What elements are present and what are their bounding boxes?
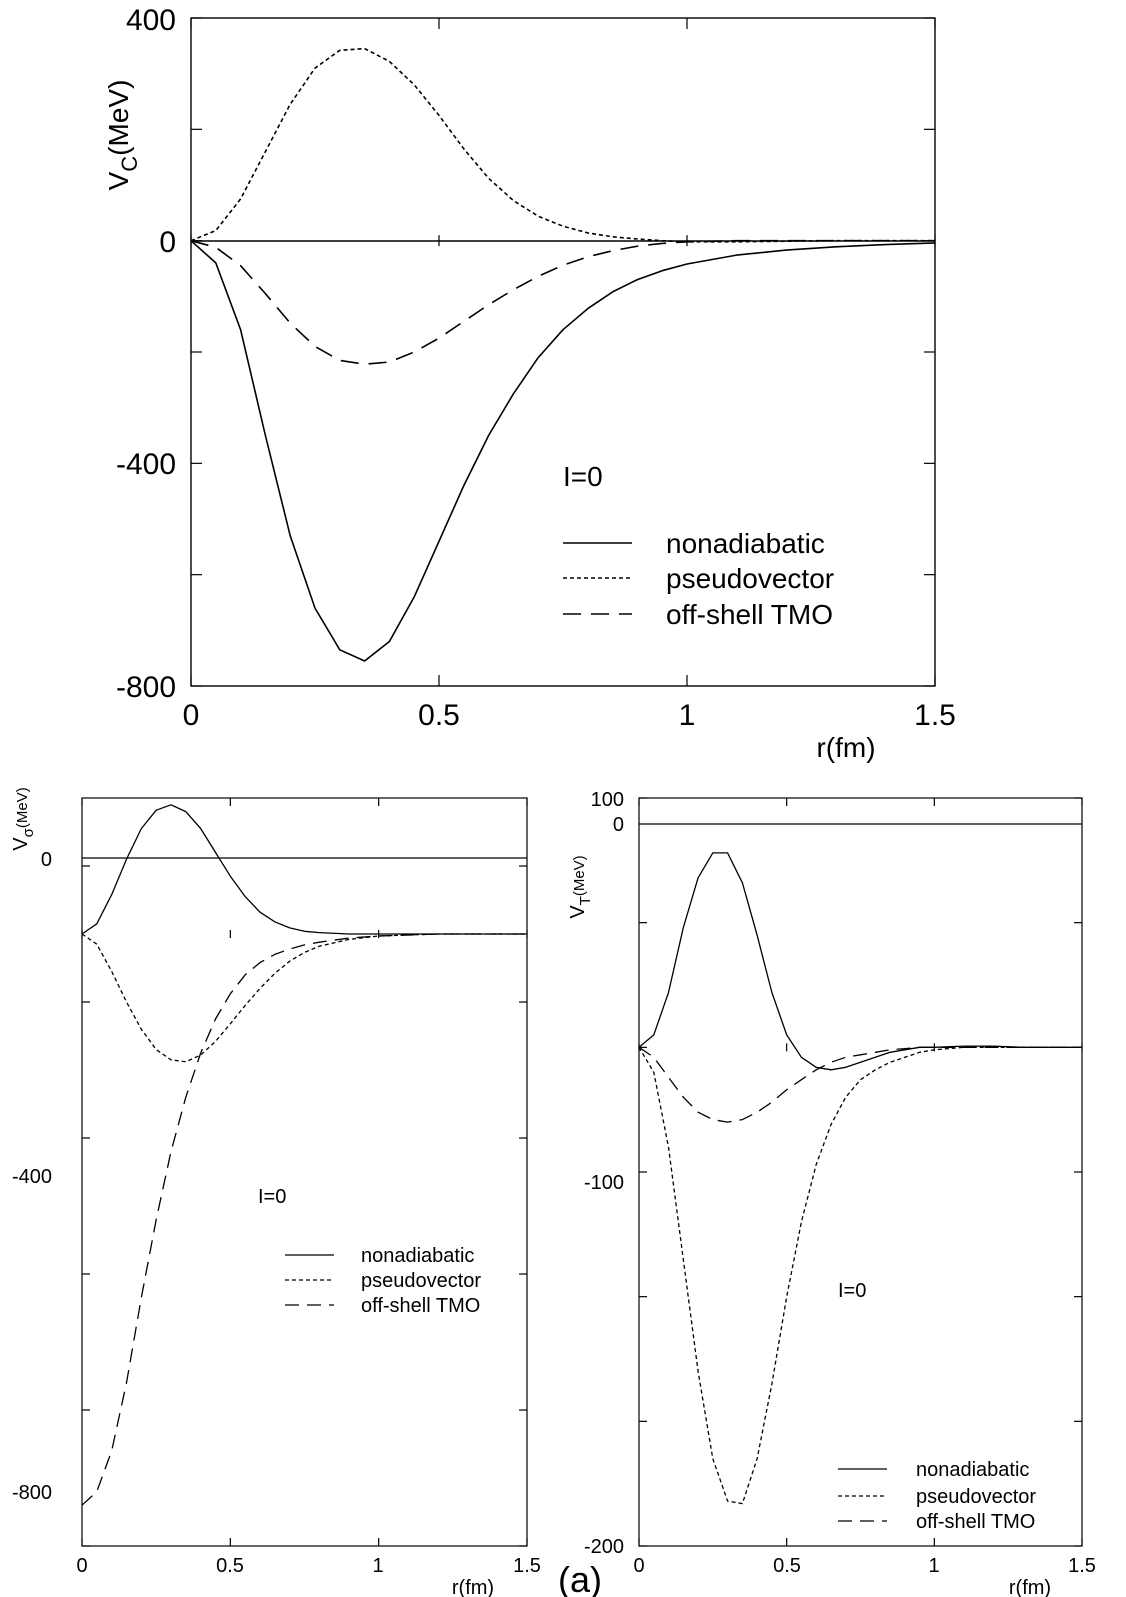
bl-plot-frame xyxy=(81,797,528,1547)
br-ytick-label: 100 xyxy=(591,789,624,811)
br-xtick-label: 1 xyxy=(928,1555,939,1577)
bl-y-axis-label-sub: σ xyxy=(20,827,37,837)
bl-legend: nonadiabatic pseudovector off-shell TMO xyxy=(285,1245,481,1317)
top-legend-label: pseudovector xyxy=(666,563,834,594)
br-ytick-label: -200 xyxy=(584,1536,624,1558)
top-annotation: I=0 xyxy=(563,461,603,492)
top-ytick-label: -800 xyxy=(116,671,176,704)
top-xtick-label: 0 xyxy=(183,699,200,732)
top-y-axis-label-unit: (MeV) xyxy=(103,80,134,156)
top-legend-label: off-shell TMO xyxy=(666,599,833,630)
bl-ytick-label: -400 xyxy=(12,1166,52,1188)
br-series-pseudovector xyxy=(638,1046,1082,1505)
bl-ytick-label: -800 xyxy=(12,1482,52,1504)
top-xtick-label: 1.5 xyxy=(914,699,956,732)
top-series-nonadiabatic xyxy=(190,240,936,662)
bl-series-lines xyxy=(81,804,527,1506)
br-y-axis-label: VT(MeV) xyxy=(567,855,594,918)
bl-series-off-shell-tmo xyxy=(81,933,527,1506)
top-ytick-label: 0 xyxy=(159,226,176,259)
top-xtick-label: 0.5 xyxy=(418,699,460,732)
br-xtick-label: 1.5 xyxy=(1068,1555,1096,1577)
br-x-axis-label: r(fm) xyxy=(1009,1577,1051,1597)
svg-text:VT(MeV): VT(MeV) xyxy=(567,855,594,918)
top-series-off-shell-tmo xyxy=(190,239,935,366)
top-xtick-label: 1 xyxy=(679,699,696,732)
br-ticks xyxy=(638,797,1083,1547)
chart-bottom-left: 0 -400 -800 0 0.5 1 1.5 r(fm) Vσ(MeV) I=… xyxy=(10,787,541,1597)
bl-xtick-label: 0 xyxy=(76,1555,87,1577)
bl-y-axis-label-unit: (MeV) xyxy=(14,787,31,828)
bl-ytick-label: 0 xyxy=(41,849,52,871)
br-series-lines xyxy=(638,852,1082,1505)
bl-y-axis-label: Vσ(MeV) xyxy=(10,787,37,850)
bl-xtick-label: 1.5 xyxy=(513,1555,541,1577)
top-series-pseudovector xyxy=(190,47,935,243)
top-y-axis-label-sub: C xyxy=(117,156,142,172)
top-x-axis-label: r(fm) xyxy=(816,732,875,763)
bl-series-pseudovector xyxy=(81,933,527,1063)
svg-text:Vσ(MeV): Vσ(MeV) xyxy=(10,787,37,850)
br-xtick-label: 0.5 xyxy=(773,1555,801,1577)
bl-ticks xyxy=(81,798,528,1547)
top-legend: nonadiabatic pseudovector off-shell TMO xyxy=(563,528,834,630)
top-ticks xyxy=(190,17,936,687)
bl-xtick-label: 0.5 xyxy=(216,1555,244,1577)
top-series-lines xyxy=(190,47,936,662)
br-legend: nonadiabatic pseudovector off-shell TMO xyxy=(838,1459,1036,1533)
bl-series-nonadiabatic xyxy=(81,804,527,935)
bl-xtick-label: 1 xyxy=(372,1555,383,1577)
br-y-axis-label-unit: (MeV) xyxy=(571,855,588,896)
br-annotation: I=0 xyxy=(838,1280,866,1302)
br-y-axis-label-sub: T xyxy=(577,896,594,905)
top-y-axis-label: VC(MeV) xyxy=(103,80,142,191)
chart-bottom-right: 100 0 -100 -200 0 0.5 1 1.5 r(fm) VT(MeV… xyxy=(567,789,1096,1597)
top-legend-label: nonadiabatic xyxy=(666,528,825,559)
bl-y-axis-label-main: V xyxy=(10,837,32,851)
br-legend-label: pseudovector xyxy=(916,1486,1036,1508)
bl-x-axis-label: r(fm) xyxy=(452,1577,494,1597)
top-ytick-label: -400 xyxy=(116,448,176,481)
top-ytick-label: 400 xyxy=(126,4,176,37)
chart-top: 400 0 -400 -800 0 0.5 1 1.5 r(fm) VC(MeV… xyxy=(103,4,956,763)
bl-legend-label: nonadiabatic xyxy=(361,1245,474,1267)
bl-legend-label: pseudovector xyxy=(361,1270,481,1292)
bl-annotation: I=0 xyxy=(258,1186,286,1208)
br-y-axis-label-main: V xyxy=(567,905,589,919)
br-xtick-label: 0 xyxy=(633,1555,644,1577)
svg-text:VC(MeV): VC(MeV) xyxy=(103,80,142,191)
br-ytick-label: -100 xyxy=(584,1172,624,1194)
bl-legend-label: off-shell TMO xyxy=(361,1295,480,1317)
br-legend-label: nonadiabatic xyxy=(916,1459,1029,1481)
br-legend-label: off-shell TMO xyxy=(916,1511,1035,1533)
br-series-nonadiabatic xyxy=(638,852,1082,1071)
br-ytick-label: 0 xyxy=(613,814,624,836)
figure-caption: (a) xyxy=(558,1559,602,1597)
br-series-off-shell-tmo xyxy=(638,1046,1082,1123)
top-y-axis-label-main: V xyxy=(103,171,134,190)
